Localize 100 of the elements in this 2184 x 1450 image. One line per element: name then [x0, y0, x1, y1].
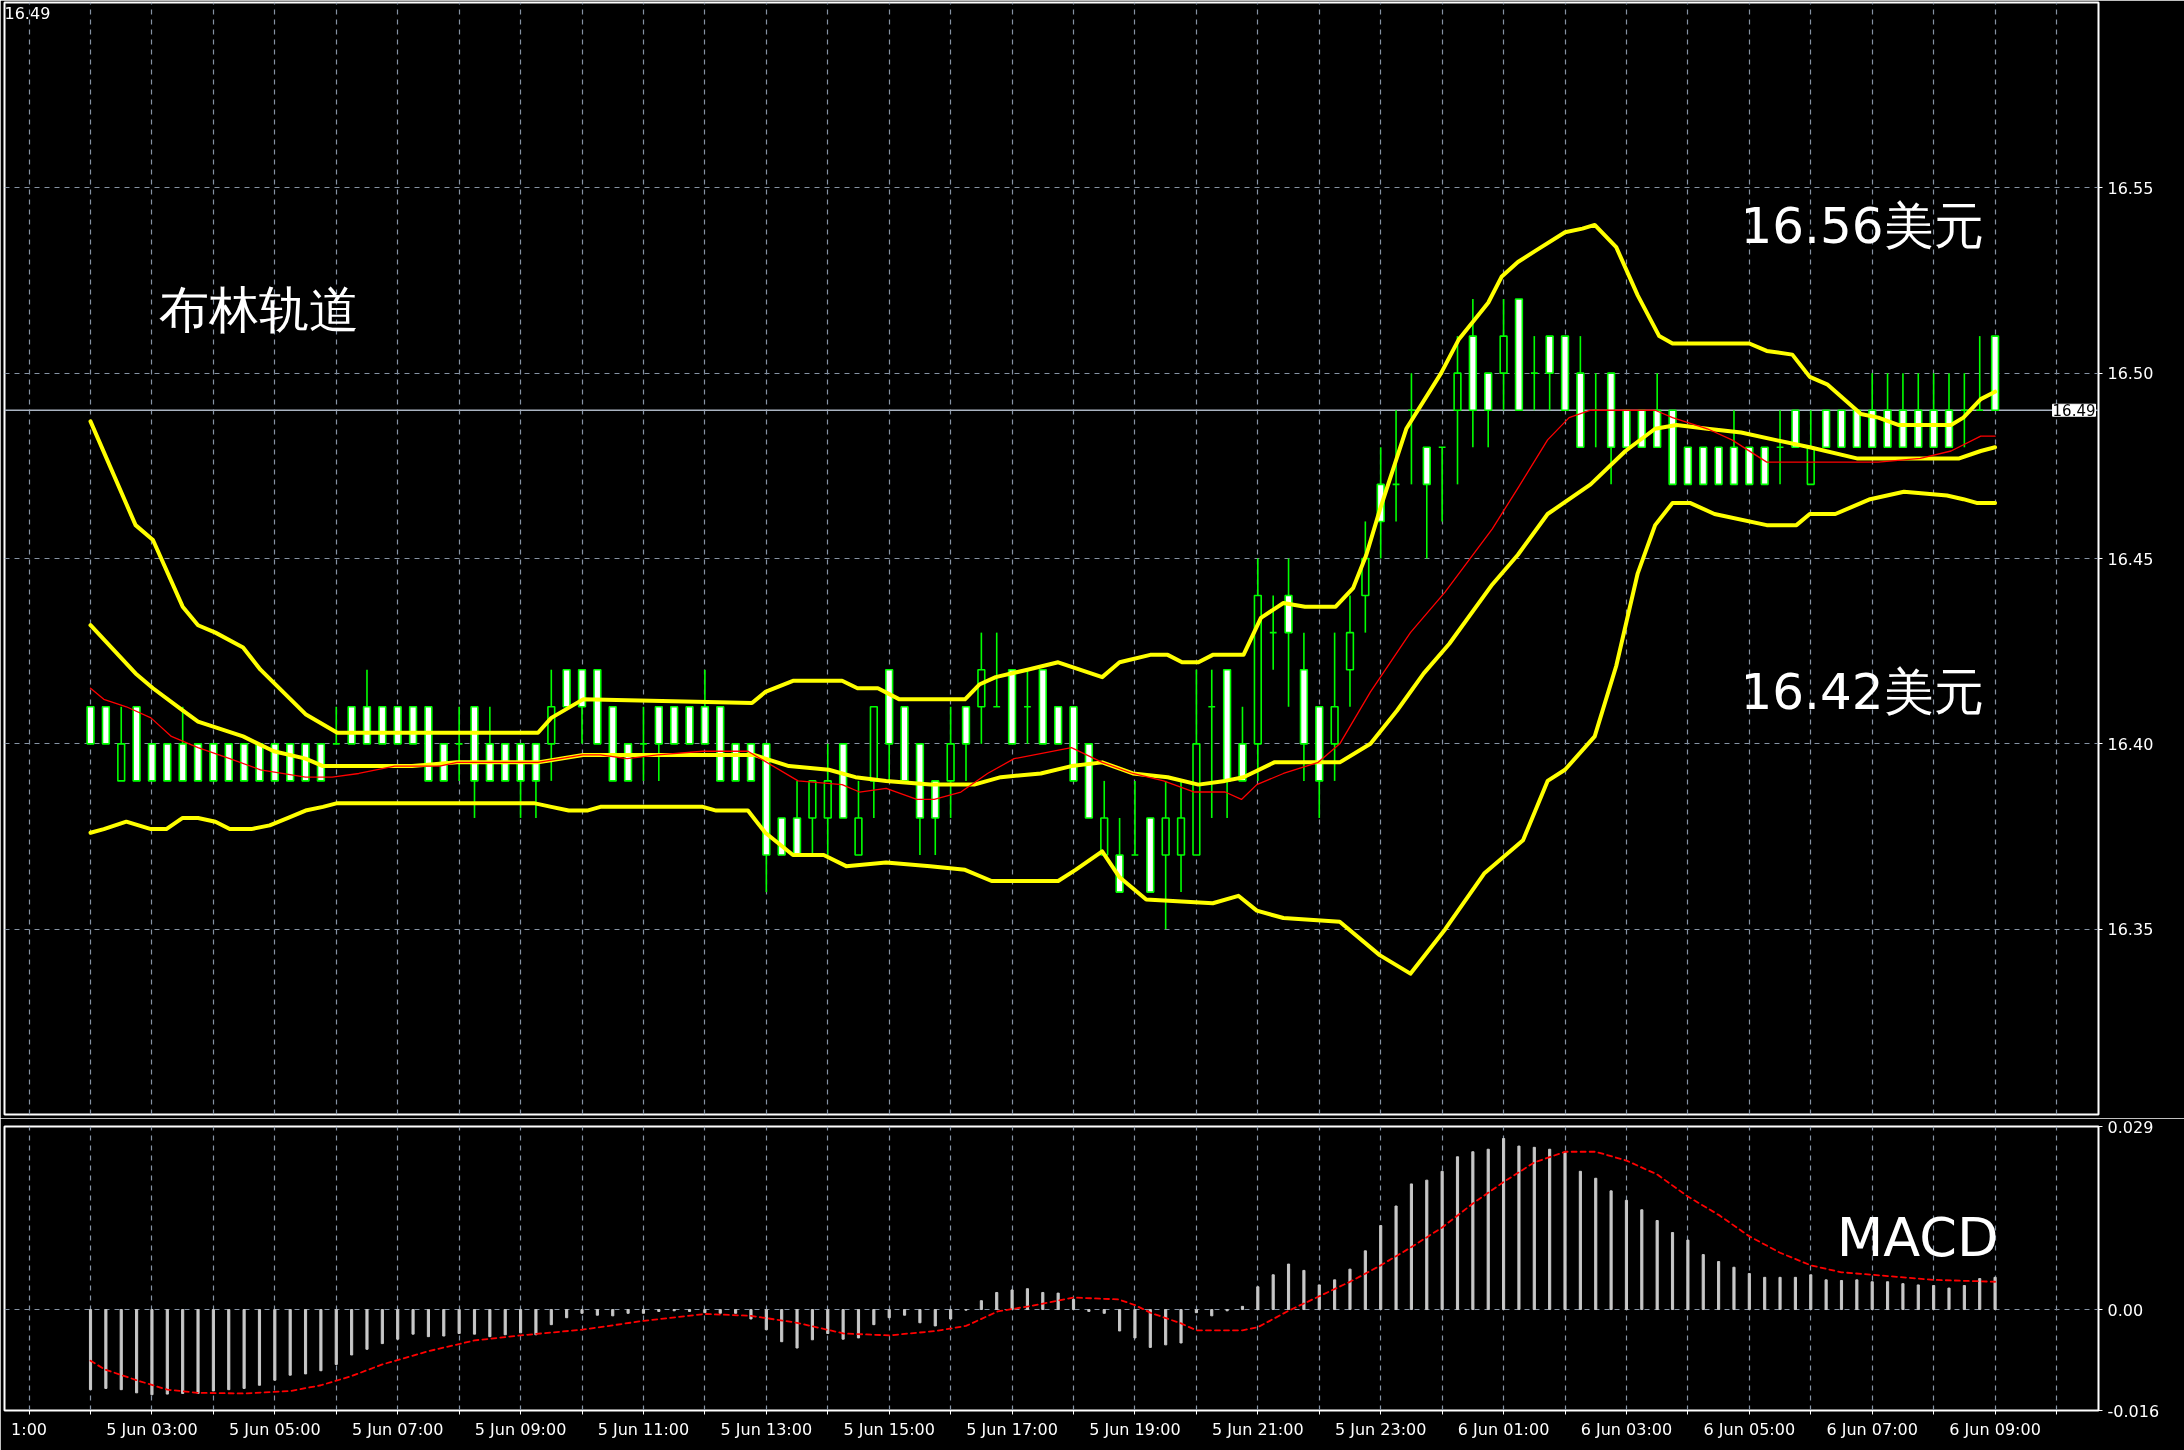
bar [119, 1309, 123, 1391]
bar [1333, 1279, 1337, 1311]
bar [1855, 1279, 1859, 1311]
bar [1025, 1288, 1030, 1311]
bar [1302, 1269, 1306, 1311]
bar [780, 1309, 784, 1343]
x-tick-label: 5 Jun 07:00 [351, 1419, 444, 1439]
bar [856, 1309, 861, 1339]
y-tick-label: 16.35 [2107, 920, 2154, 940]
bar [902, 1309, 907, 1316]
bar [1517, 1145, 1521, 1311]
bar [288, 1309, 292, 1376]
bar [887, 1309, 891, 1319]
bar [1717, 1261, 1721, 1311]
bar [595, 1309, 599, 1316]
bar [1256, 1286, 1260, 1311]
annotation: 16.56美元 [1740, 197, 1984, 256]
bar [949, 1309, 953, 1320]
bar [1594, 1177, 1598, 1311]
bar [1118, 1309, 1122, 1332]
bar [181, 1309, 185, 1394]
bar [764, 1309, 768, 1331]
x-tick-label: 5 Jun 09:00 [474, 1419, 567, 1439]
bar [1240, 1305, 1245, 1311]
bar [826, 1309, 830, 1334]
bar [1486, 1148, 1490, 1311]
bar [1824, 1279, 1828, 1311]
bar [1732, 1266, 1736, 1311]
annotation: 布林轨道 [159, 280, 360, 339]
bar [872, 1309, 876, 1326]
bar [1701, 1254, 1705, 1311]
bar [104, 1309, 108, 1389]
bar [88, 1309, 93, 1391]
bar [135, 1309, 139, 1394]
bar [519, 1309, 523, 1334]
bar [979, 1300, 983, 1311]
annotation: 16.49 [4, 3, 51, 23]
bar [1440, 1170, 1444, 1311]
bar [1809, 1274, 1813, 1311]
x-tick-label: 6 Jun 07:00 [1826, 1419, 1918, 1439]
bar [396, 1309, 400, 1340]
bar [795, 1309, 799, 1349]
bar [273, 1309, 277, 1381]
bar [1916, 1284, 1920, 1311]
bar [1978, 1278, 1982, 1311]
x-tick-label: 5 Jun 15:00 [843, 1419, 935, 1439]
y-tick-label: 16.50 [2107, 364, 2154, 384]
x-tick-label: 5 Jun 13:00 [720, 1419, 813, 1439]
bar [1763, 1276, 1767, 1311]
bar [1548, 1148, 1552, 1311]
bar [1317, 1284, 1321, 1311]
bar [1164, 1309, 1168, 1346]
bar [1379, 1225, 1383, 1311]
bar [1932, 1285, 1936, 1311]
bar [1747, 1273, 1751, 1311]
bar [1609, 1190, 1613, 1311]
bar [442, 1309, 446, 1337]
bar [1563, 1151, 1567, 1311]
x-tick-label: 5 Jun 19:00 [1089, 1419, 1181, 1439]
bar [1286, 1263, 1291, 1311]
bar [1778, 1276, 1782, 1311]
x-tick-label: 5 Jun 03:00 [106, 1419, 198, 1439]
bar [1793, 1276, 1797, 1311]
bar [1993, 1276, 1997, 1311]
bar [488, 1309, 492, 1338]
bar [1409, 1183, 1413, 1311]
bar [1670, 1232, 1675, 1311]
y-tick-label: 16.40 [2107, 734, 2154, 754]
bar [1947, 1287, 1951, 1311]
bar [1962, 1285, 1966, 1311]
y-tick-label: 16.55 [2107, 178, 2154, 198]
ref-line-label: 16.49 [2052, 402, 2096, 421]
x-tick-label: 5 Jun 17:00 [966, 1419, 1058, 1439]
bar [1271, 1274, 1275, 1311]
bar [1655, 1220, 1659, 1311]
annotation: 16.42美元 [1740, 663, 1984, 722]
bar [841, 1309, 845, 1340]
bar [1194, 1309, 1198, 1314]
y-tick-label: -0.016 [2107, 1401, 2160, 1421]
bar [718, 1309, 722, 1314]
bar [1179, 1309, 1183, 1344]
bar [534, 1309, 538, 1336]
bar [933, 1309, 937, 1327]
x-tick-label: 6 Jun 09:00 [1949, 1419, 2041, 1439]
bar [549, 1309, 553, 1326]
bar [150, 1309, 154, 1396]
bar [641, 1309, 646, 1314]
bar [1348, 1268, 1352, 1311]
bar [457, 1309, 461, 1334]
bar [1071, 1298, 1076, 1311]
x-tick-label: 5 Jun 11:00 [597, 1419, 690, 1439]
bar [380, 1309, 384, 1345]
bar [611, 1309, 615, 1317]
bar [227, 1309, 231, 1391]
x-tick-label: 5 Jun 05:00 [229, 1419, 321, 1439]
bar [211, 1309, 215, 1392]
bar [196, 1309, 200, 1394]
bar [242, 1309, 246, 1389]
bar [1578, 1170, 1582, 1311]
x-tick-label: 6 Jun 03:00 [1580, 1419, 1673, 1439]
